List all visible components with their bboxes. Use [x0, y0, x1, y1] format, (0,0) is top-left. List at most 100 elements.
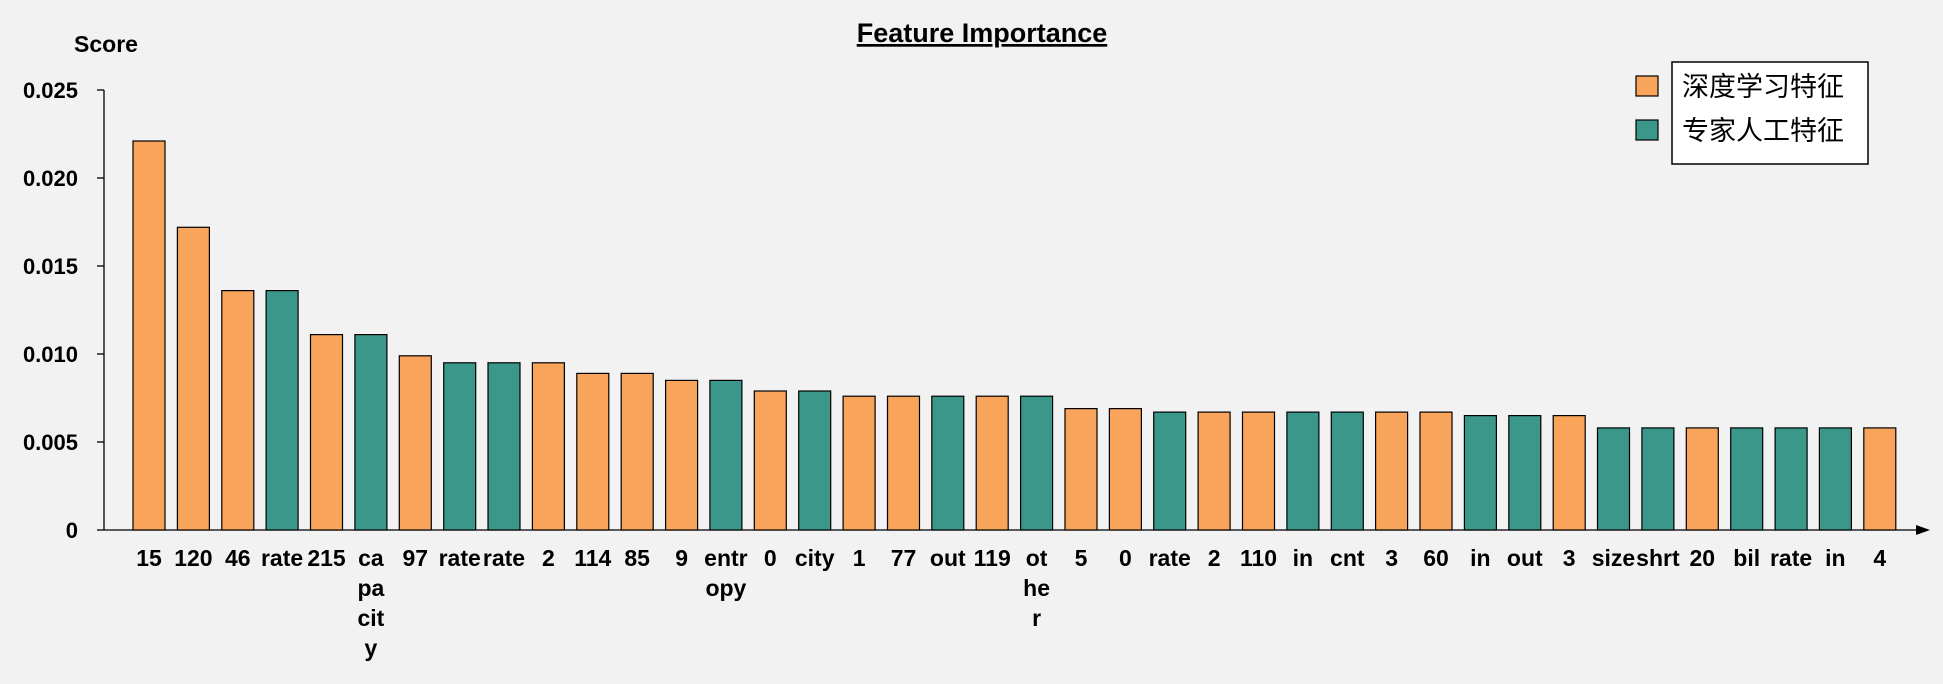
x-tick-label: 119 [974, 545, 1011, 571]
x-tick-label: 2 [1208, 545, 1221, 571]
x-tick-label: 60 [1423, 545, 1449, 571]
y-tick-label: 0.015 [23, 254, 78, 279]
chart-title: Feature Importance [857, 18, 1108, 48]
y-axis-label: Score [74, 31, 138, 57]
bar [354, 334, 388, 531]
x-tick-label: 1 [853, 545, 866, 571]
bar [1330, 411, 1364, 531]
bar [1596, 427, 1631, 531]
bar [798, 390, 832, 531]
x-tick-label: bil [1733, 545, 1760, 571]
bar [1019, 395, 1054, 531]
y-tick-label: 0 [66, 518, 78, 543]
y-tick-label: 0.005 [23, 430, 78, 455]
bar [443, 362, 477, 531]
y-tick-label: 0.025 [23, 78, 78, 103]
x-tick-label: rate [1770, 545, 1812, 571]
x-axis-arrow [1916, 525, 1930, 535]
bar [753, 390, 787, 531]
bars-group [132, 140, 1897, 531]
x-tick-label: 3 [1563, 545, 1576, 571]
bar [1153, 411, 1187, 531]
y-tick-labels: 0 0.005 0.010 0.015 0.020 0.025 [23, 78, 78, 543]
bar [398, 355, 432, 531]
x-tick-label: size [1592, 545, 1635, 571]
x-tick-label: 110 [1240, 545, 1277, 571]
bar [931, 395, 965, 531]
x-tick-label: entr opy [704, 545, 748, 601]
x-tick-label: 77 [891, 545, 917, 571]
bar [1730, 427, 1764, 531]
x-tick-labels: 15 120 46 rate 215 ca pa cit y97 rate rate 2 114 85 9 e… [136, 545, 1886, 661]
y-tick-label: 0.010 [23, 342, 78, 367]
bar [1685, 427, 1719, 531]
bar [1108, 408, 1143, 531]
bar [975, 395, 1009, 531]
bar [1552, 415, 1586, 531]
x-tick-label: 3 [1385, 545, 1398, 571]
bar [531, 362, 566, 531]
x-tick-label: ca pa cit y [357, 545, 384, 661]
x-tick-label: rate [1149, 545, 1191, 571]
x-tick-label: 4 [1873, 545, 1886, 571]
x-tick-label: shrt [1636, 545, 1680, 571]
x-tick-label: 114 [574, 545, 611, 571]
bar [309, 334, 344, 531]
x-tick-label: 215 [307, 545, 346, 571]
x-tick-label: 97 [403, 545, 429, 571]
bar [576, 372, 610, 531]
x-tick-label: 5 [1075, 545, 1088, 571]
bar [265, 290, 299, 531]
x-tick-label: in [1825, 545, 1845, 571]
bar [132, 140, 166, 531]
bar [1463, 415, 1498, 531]
x-tick-label: in [1470, 545, 1490, 571]
x-tick-label: out [1507, 545, 1543, 571]
legend-swatch [1635, 119, 1659, 141]
bar [1818, 427, 1853, 531]
bar [709, 379, 743, 531]
bar [1374, 411, 1409, 531]
x-tick-label: 0 [764, 545, 777, 571]
x-tick-label: rate [439, 545, 481, 571]
x-tick-label: 15 [136, 545, 162, 571]
x-tick-label: rate [261, 545, 303, 571]
legend-label: 专家人工特征 [1682, 116, 1844, 146]
x-tick-label: cnt [1330, 545, 1365, 571]
x-tick-label: out [930, 545, 966, 571]
bar [1863, 427, 1897, 531]
x-tick-label: 2 [542, 545, 555, 571]
legend-swatch [1635, 75, 1659, 97]
bar [487, 362, 521, 531]
x-tick-label: 46 [225, 545, 251, 571]
bar [176, 226, 210, 531]
bar [1064, 408, 1098, 531]
x-tick-label: rate [483, 545, 525, 571]
bar [221, 290, 255, 531]
bar [1774, 427, 1808, 531]
bar [620, 372, 654, 531]
bar [1286, 411, 1320, 531]
bar [1419, 411, 1453, 531]
x-tick-label: ot he r [1023, 545, 1050, 631]
bar [664, 379, 699, 531]
x-tick-label: 120 [174, 545, 212, 571]
bar [1508, 415, 1542, 531]
bar [1241, 411, 1276, 531]
x-tick-label: 0 [1119, 545, 1132, 571]
x-tick-label: 9 [675, 545, 688, 571]
bar [1641, 427, 1675, 531]
bar [886, 395, 921, 531]
bar [1197, 411, 1231, 531]
legend-box [1671, 61, 1869, 165]
x-tick-label: in [1293, 545, 1313, 571]
bar [842, 395, 876, 531]
x-tick-label: 20 [1690, 545, 1716, 571]
legend-label: 深度学习特征 [1682, 72, 1844, 102]
x-tick-label: 85 [624, 545, 650, 571]
y-tick-label: 0.020 [23, 166, 78, 191]
x-tick-label: city [795, 545, 835, 571]
